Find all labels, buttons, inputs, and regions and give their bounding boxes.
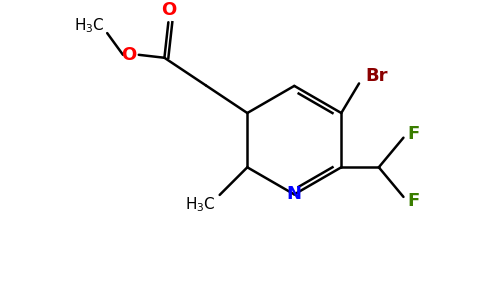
Text: O: O <box>121 46 136 64</box>
Text: F: F <box>407 192 420 210</box>
Text: Br: Br <box>365 67 388 85</box>
Text: N: N <box>287 185 302 203</box>
Text: F: F <box>407 125 420 143</box>
Text: H$_3$C: H$_3$C <box>74 16 105 34</box>
Text: O: O <box>161 2 176 20</box>
Text: H$_3$C: H$_3$C <box>184 195 215 214</box>
